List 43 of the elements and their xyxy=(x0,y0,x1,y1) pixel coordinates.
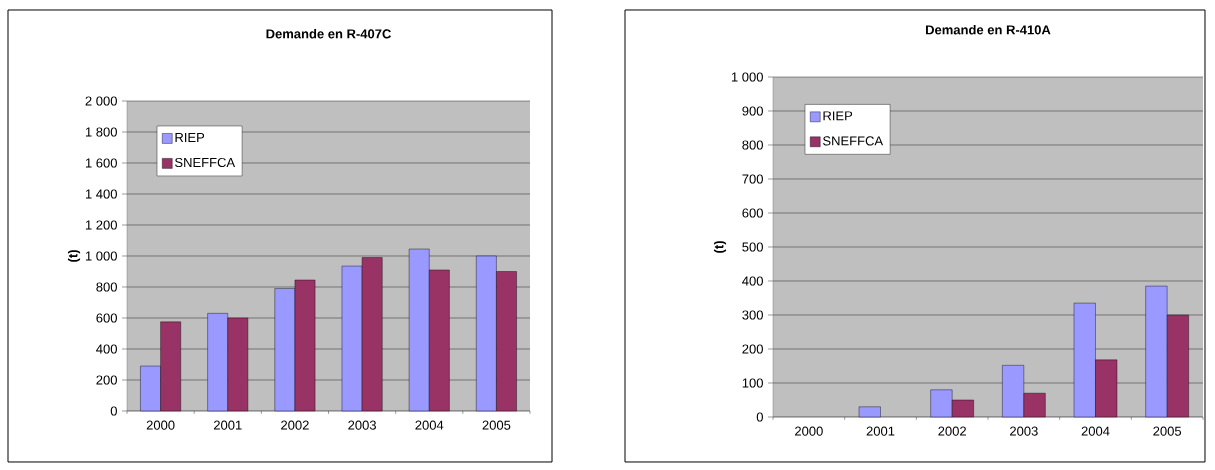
y-tick-label: 400 xyxy=(96,344,117,354)
chart-title: Demande en R-407C xyxy=(266,28,391,39)
y-tick-label: 1 000 xyxy=(85,251,117,261)
x-tick-label: 2000 xyxy=(795,426,823,436)
y-tick-label: 1 800 xyxy=(85,127,117,137)
x-tick-label: 2003 xyxy=(1010,426,1038,436)
y-tick-label: 1 000 xyxy=(731,72,763,82)
x-tick-label: 2002 xyxy=(281,420,309,430)
y-tick-label: 0 xyxy=(756,412,763,422)
legend-label: RIEP xyxy=(175,133,205,142)
y-tick-label: 100 xyxy=(742,378,763,388)
y-tick-label: 600 xyxy=(742,208,763,218)
y-tick-label: 800 xyxy=(742,140,763,150)
legend-label: SNEFFCA xyxy=(175,157,236,168)
x-tick-label: 2001 xyxy=(866,426,895,436)
y-tick-label: 200 xyxy=(96,375,117,385)
x-tick-label: 2002 xyxy=(938,426,966,436)
y-tick-label: 1 200 xyxy=(85,220,117,230)
y-tick-label: 700 xyxy=(742,174,763,184)
y-axis-title: (t) xyxy=(713,241,727,253)
x-tick-label: 2005 xyxy=(482,420,511,430)
chart-title: Demande en R-410A xyxy=(926,24,1051,35)
y-tick-label: 400 xyxy=(742,276,763,286)
y-tick-label: 1 600 xyxy=(85,158,117,168)
legend-label: SNEFFCA xyxy=(823,136,884,146)
y-tick-label: 300 xyxy=(742,310,763,320)
legend-label: RIEP xyxy=(823,111,853,121)
x-tick-label: 2003 xyxy=(348,420,376,430)
bar xyxy=(858,406,881,418)
x-tick-label: 2000 xyxy=(146,420,175,430)
y-tick-label: 900 xyxy=(742,106,763,116)
y-tick-label: 2 000 xyxy=(85,96,117,106)
y-tick-label: 800 xyxy=(96,282,117,292)
x-tick-label: 2004 xyxy=(1081,426,1110,436)
y-tick-label: 500 xyxy=(742,242,763,252)
y-tick-label: 200 xyxy=(742,344,763,354)
x-tick-label: 2004 xyxy=(415,420,444,430)
y-tick-label: 1 400 xyxy=(85,189,117,199)
x-tick-label: 2005 xyxy=(1153,426,1182,436)
y-tick-label: 600 xyxy=(96,313,117,323)
y-tick-label: 0 xyxy=(110,406,117,416)
y-axis-title: (t) xyxy=(67,250,81,262)
x-tick-label: 2001 xyxy=(213,420,242,430)
